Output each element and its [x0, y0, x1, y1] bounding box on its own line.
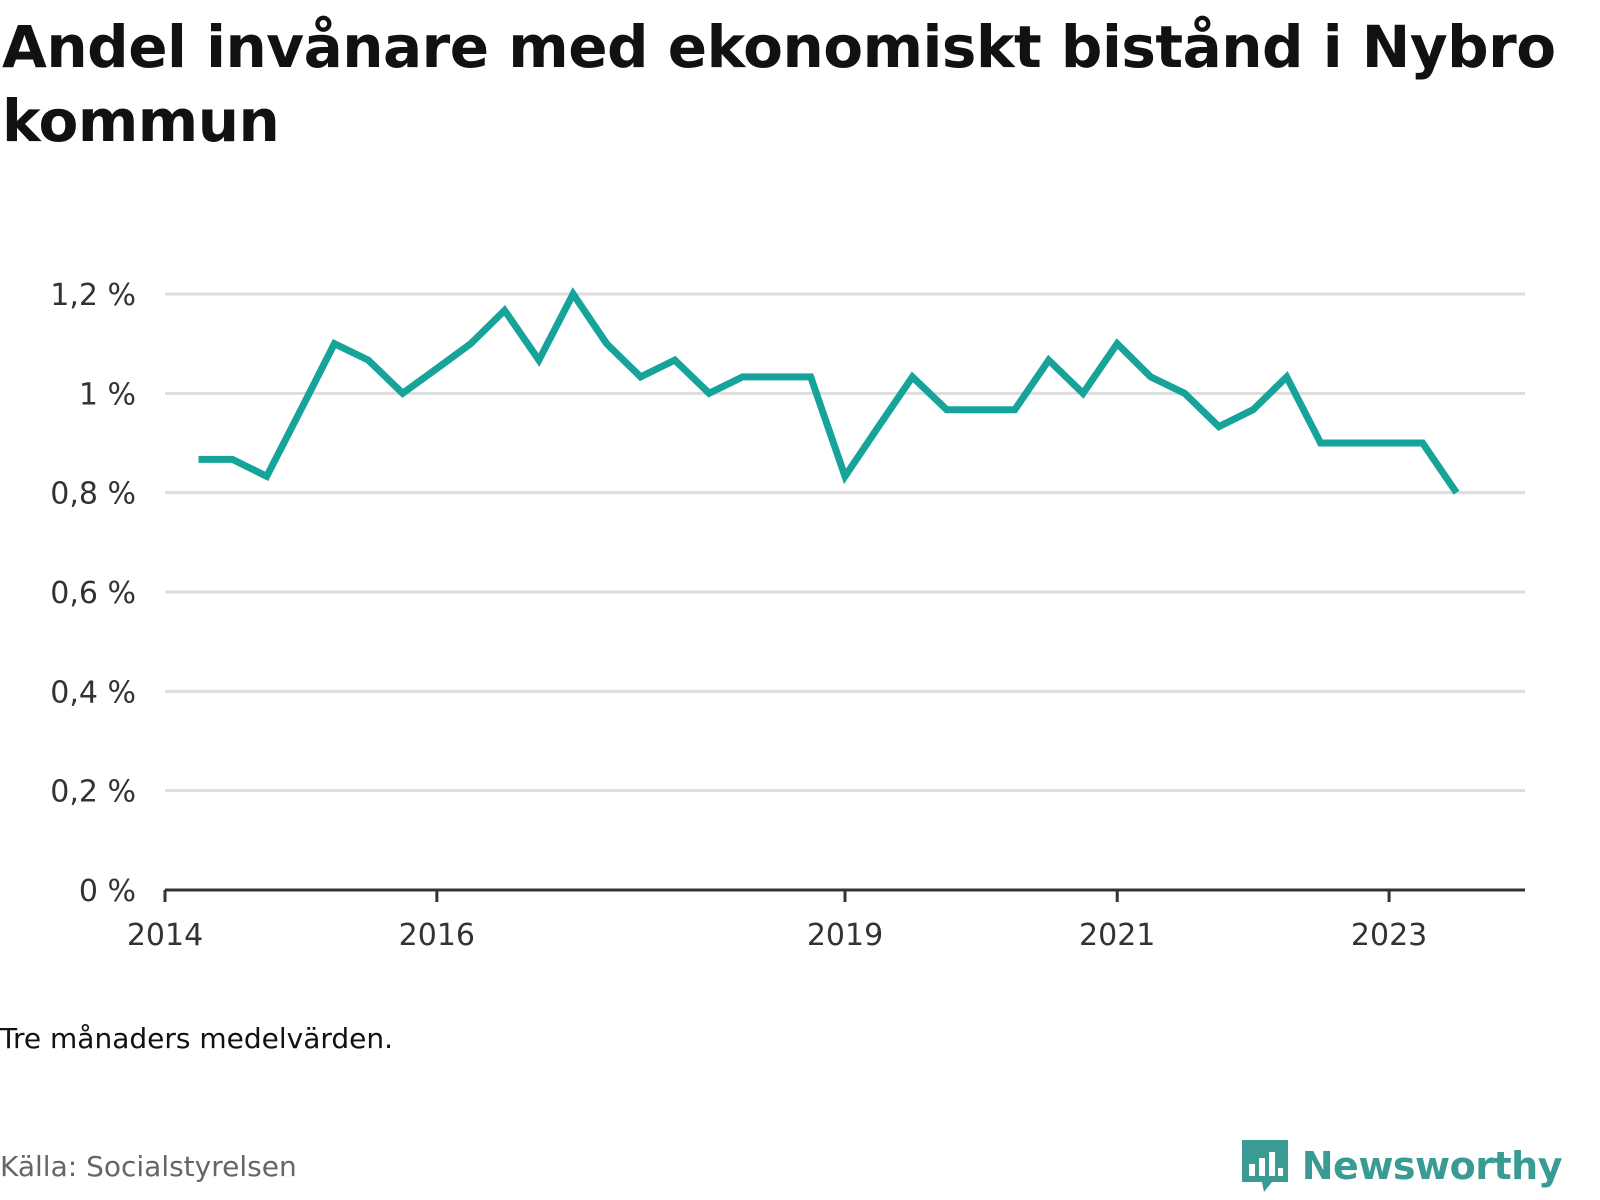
- y-tick-label: 0 %: [79, 874, 136, 909]
- y-tick-label: 1 %: [79, 377, 136, 412]
- x-axis-ticks: 2014 2016 2019 2021 2023: [127, 890, 1427, 953]
- y-tick-label: 0,4 %: [50, 675, 136, 710]
- x-tick-label: 2016: [399, 918, 475, 953]
- line-chart: 0 % 0,2 % 0,4 % 0,6 % 0,8 % 1 % 1,2 % 2014 2016…: [50, 278, 1525, 953]
- source-credit: Källa: Socialstyrelsen: [0, 1150, 297, 1183]
- y-tick-label: 0,8 %: [50, 477, 136, 512]
- y-axis-tick-labels: 0 % 0,2 % 0,4 % 0,6 % 0,8 % 1 % 1,2 %: [50, 278, 136, 909]
- x-tick-label: 2023: [1351, 918, 1427, 953]
- y-gridlines: [165, 292, 1525, 793]
- x-tick-label: 2019: [807, 918, 883, 953]
- chart-note: Tre månaders medelvärden.: [0, 1022, 394, 1055]
- y-tick-label: 1,2 %: [50, 278, 136, 313]
- chart-title: Andel invånare med ekonomiskt bistånd i …: [2, 13, 1556, 155]
- brand-logo[interactable]: Newsworthy: [1240, 1140, 1563, 1192]
- x-tick-label: 2014: [127, 918, 203, 953]
- series-line: [198, 287, 1460, 495]
- y-tick-label: 0,2 %: [50, 775, 136, 810]
- x-tick-label: 2021: [1079, 918, 1155, 953]
- series-group: [198, 287, 1460, 495]
- newsworthy-logo-icon: [1241, 1140, 1288, 1192]
- y-tick-label: 0,6 %: [50, 576, 136, 611]
- brand-name: Newsworthy: [1301, 1144, 1563, 1188]
